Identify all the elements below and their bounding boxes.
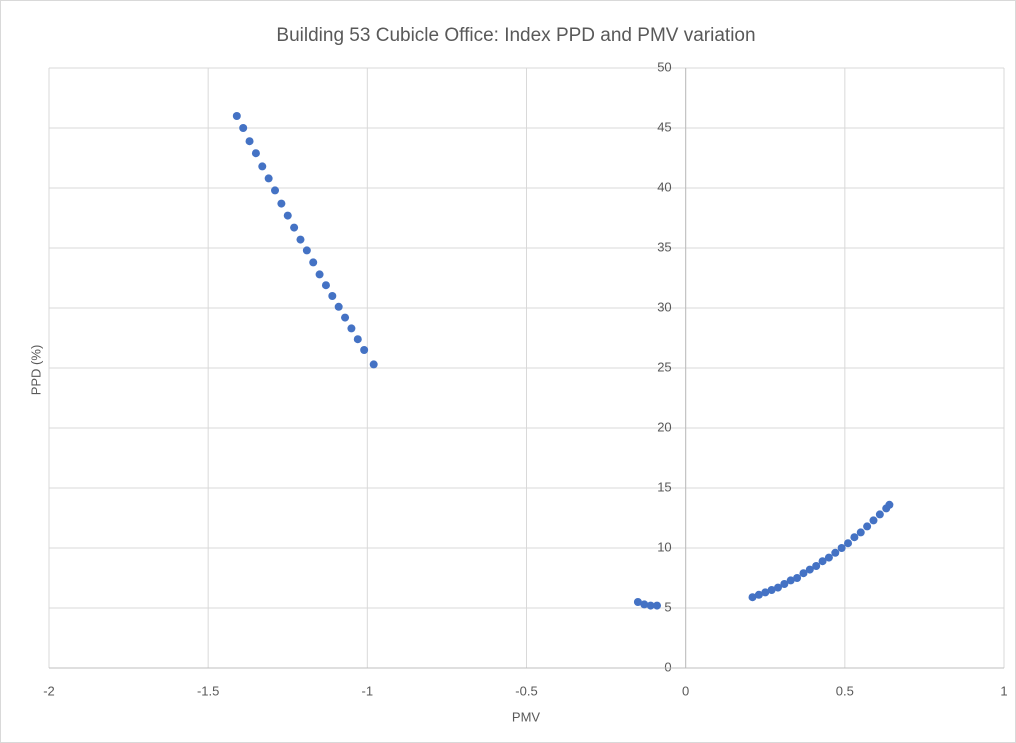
- x-tick-label: 0.5: [836, 683, 854, 698]
- point: [773, 583, 782, 592]
- point: [844, 539, 853, 548]
- point: [283, 211, 292, 220]
- y-tick-label: 15: [657, 479, 671, 494]
- point: [321, 281, 330, 290]
- point: [309, 258, 318, 267]
- x-tick-label: -1: [362, 683, 374, 698]
- point: [640, 600, 649, 609]
- point: [315, 270, 324, 279]
- x-tick-label: -2: [43, 683, 55, 698]
- x-tick-label: 1: [1000, 683, 1007, 698]
- point: [850, 533, 859, 542]
- y-tick-label: 50: [657, 59, 671, 74]
- x-tick-label: -0.5: [515, 683, 537, 698]
- point: [296, 235, 305, 244]
- x-tick-label: 0: [682, 683, 689, 698]
- point: [353, 335, 362, 344]
- y-tick-label: 40: [657, 179, 671, 194]
- point: [290, 223, 299, 232]
- y-tick-label: 0: [664, 659, 671, 674]
- y-tick-label: 30: [657, 299, 671, 314]
- point: [754, 590, 763, 599]
- point: [767, 586, 776, 594]
- x-tick-label: -1.5: [197, 683, 219, 698]
- y-tick-label: 35: [657, 239, 671, 254]
- point: [258, 162, 267, 171]
- point: [793, 574, 802, 582]
- point: [302, 246, 311, 255]
- point: [780, 580, 789, 588]
- point: [360, 346, 369, 354]
- point: [633, 598, 642, 606]
- point: [837, 544, 846, 552]
- y-tick-label: 5: [664, 599, 671, 614]
- point: [264, 174, 273, 183]
- point: [824, 553, 833, 562]
- y-tick-label: 10: [657, 539, 671, 554]
- point: [277, 199, 286, 208]
- x-axis-label: PMV: [512, 709, 541, 724]
- point: [805, 565, 814, 574]
- point: [341, 313, 350, 322]
- point: [748, 593, 757, 602]
- point: [245, 137, 254, 146]
- point: [232, 112, 241, 120]
- point: [869, 516, 878, 525]
- y-tick-label: 20: [657, 419, 671, 434]
- point: [646, 601, 655, 610]
- point: [831, 548, 840, 557]
- point: [863, 522, 872, 531]
- y-tick-label: 25: [657, 359, 671, 374]
- point: [786, 576, 795, 585]
- chart-title: Building 53 Cubicle Office: Index PPD an…: [276, 25, 755, 46]
- point: [761, 588, 770, 597]
- point: [347, 324, 356, 333]
- point: [818, 557, 827, 566]
- y-tick-label: 45: [657, 119, 671, 134]
- point: [334, 302, 343, 311]
- point: [239, 124, 248, 132]
- point: [799, 569, 808, 578]
- point: [328, 292, 337, 300]
- point: [369, 360, 378, 369]
- y-axis-label: PPD (%): [28, 345, 43, 396]
- point: [251, 149, 260, 158]
- point: [856, 528, 865, 537]
- point: [812, 562, 821, 570]
- point: [653, 601, 662, 610]
- point: [875, 510, 884, 519]
- point: [885, 500, 894, 509]
- point: [271, 186, 280, 195]
